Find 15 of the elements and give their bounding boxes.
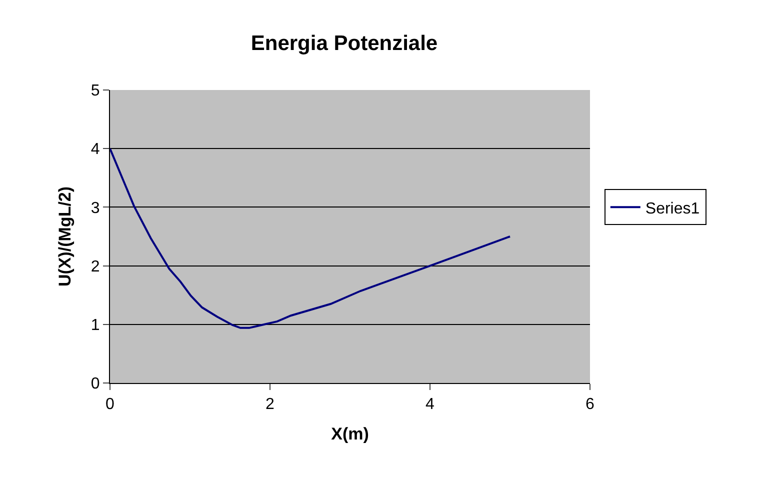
x-tick-label: 0	[106, 396, 115, 414]
y-tick-label: 2	[90, 258, 100, 276]
y-tick-label: 3	[90, 200, 100, 217]
line-series	[110, 148, 511, 329]
y-tick-label: 0	[90, 376, 100, 393]
x-axis-title: X(m)	[331, 424, 369, 444]
y-axis-title: U(X)/(MgL/2)	[55, 186, 74, 287]
x-tick-label: 6	[586, 396, 595, 414]
y-tick-label: 1	[90, 317, 100, 334]
x-tick-label: 4	[426, 396, 435, 414]
y-tick-label: 4	[90, 141, 100, 158]
legend-label: Series1	[645, 200, 700, 218]
chart-title: Energia Potenziale	[250, 32, 438, 55]
y-tick-label: 5	[90, 82, 100, 100]
x-tick-label: 2	[266, 396, 275, 414]
